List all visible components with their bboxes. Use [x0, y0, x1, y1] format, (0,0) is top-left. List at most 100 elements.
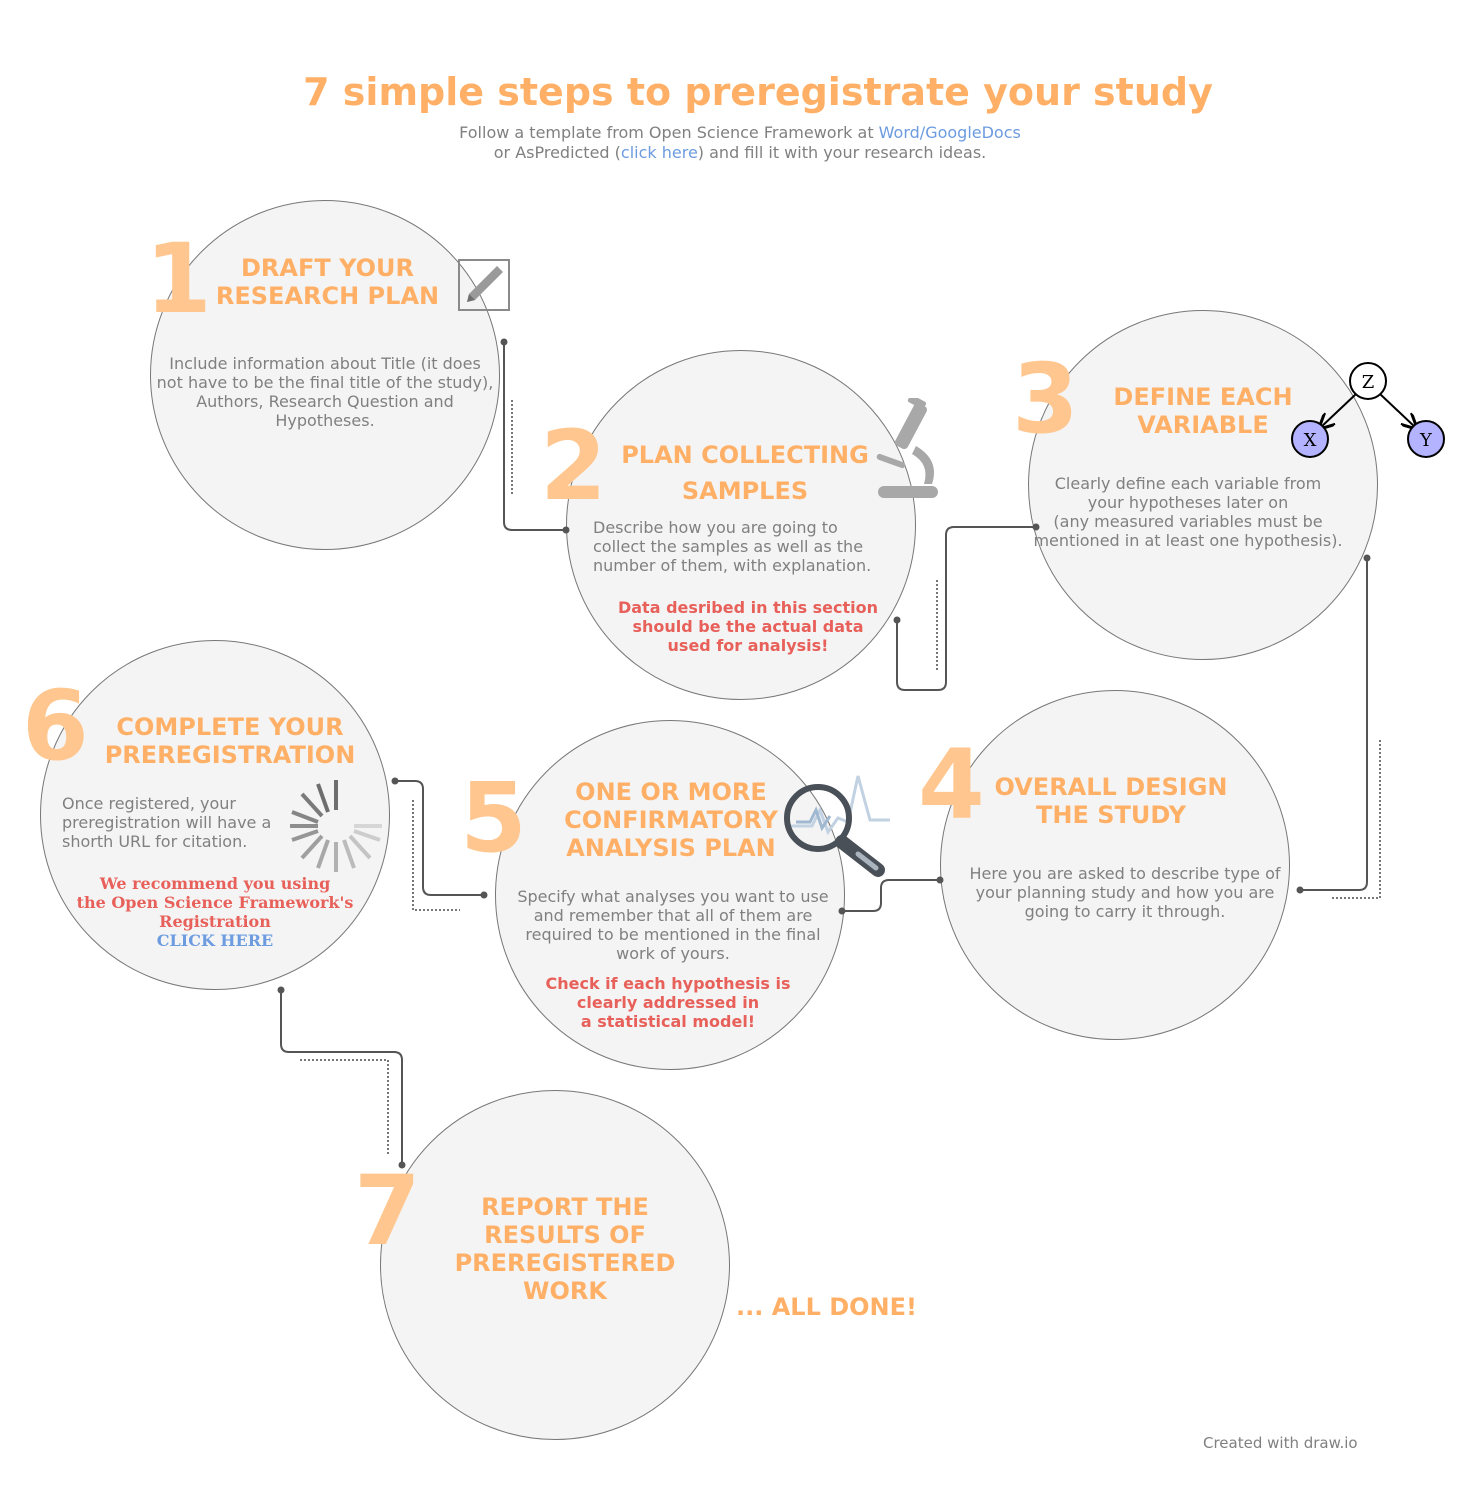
connector-dot: [1363, 554, 1371, 562]
footer-credit: Created with draw.io: [1203, 1434, 1358, 1452]
step-6-number: 6: [22, 670, 89, 782]
step-4-number: 4: [918, 729, 985, 841]
warning-line: We recommend you using: [99, 874, 331, 893]
body-line: and remember that all of them are: [533, 906, 813, 925]
body-line: Include information about Title (it does: [169, 354, 481, 373]
heading-line: PREREGISTRATION: [104, 741, 356, 769]
subtitle: Follow a template from Open Science Fram…: [0, 123, 1462, 163]
dotted-shadow: [1330, 740, 1381, 899]
step-2-heading: PLAN COLLECTING SAMPLES: [612, 437, 878, 509]
step-3-body: Clearly define each variable from your h…: [1030, 474, 1346, 550]
body-line: mentioned in at least one hypothesis).: [1033, 531, 1343, 550]
warning-line: should be the actual data: [632, 617, 864, 636]
step-7-heading: REPORT THE RESULTS OF PREREGISTERED WORK: [430, 1193, 700, 1305]
warning-line: Check if each hypothesis is: [545, 974, 791, 993]
step-1-body: Include information about Title (it does…: [150, 354, 500, 430]
connector-dot: [893, 616, 901, 624]
body-line: Once registered, your: [62, 794, 236, 813]
heading-line: COMPLETE YOUR: [116, 713, 344, 741]
heading-line: ANALYSIS PLAN: [566, 834, 776, 862]
body-line: required to be mentioned in the final: [525, 925, 821, 944]
step-4-body: Here you are asked to describe type of y…: [960, 864, 1290, 921]
step-5-heading: ONE OR MORE CONFIRMATORY ANALYSIS PLAN: [548, 778, 794, 862]
step-5-number: 5: [460, 762, 527, 874]
connector-2-3: [896, 526, 1036, 691]
subtitle-text: or AsPredicted (: [493, 143, 621, 162]
body-line: your planning study and how you are: [975, 883, 1275, 902]
heading-line: PLAN COLLECTING: [621, 441, 869, 469]
step-6-circle: [40, 640, 390, 990]
step-1-circle: [150, 200, 500, 550]
heading-line: CONFIRMATORY: [564, 806, 778, 834]
step-1-number: 1: [145, 223, 212, 335]
connector-4-5: [842, 879, 940, 912]
body-line: Authors, Research Question and: [196, 392, 454, 411]
body-line: Specify what analyses you want to use: [517, 887, 829, 906]
step-3-number: 3: [1012, 343, 1079, 455]
body-line: Hypotheses.: [275, 411, 375, 430]
warning-line: clearly addressed in: [576, 993, 760, 1012]
magnifier-chart-icon: [784, 775, 890, 877]
body-line: preregistration will have a: [62, 813, 272, 832]
step-7-circle: [380, 1090, 730, 1440]
connector-dot: [398, 1161, 406, 1169]
word-googledocs-link[interactable]: Word/GoogleDocs: [878, 123, 1021, 142]
connector-dot: [838, 907, 846, 915]
heading-line: OVERALL DESIGN: [994, 773, 1228, 801]
warning-line: the Open Science Framework's: [76, 893, 354, 912]
step-5-warning: Check if each hypothesis is clearly addr…: [518, 974, 818, 1031]
dotted-shadow: [412, 800, 460, 911]
connector-dot: [1296, 886, 1304, 894]
heading-line: ONE OR MORE: [575, 778, 767, 806]
step-6-body: Once registered, your preregistration wi…: [62, 794, 292, 851]
body-line: not have to be the final title of the st…: [156, 373, 494, 392]
heading-line: THE STUDY: [1036, 801, 1186, 829]
dag-icon: Z X Y: [1291, 362, 1445, 458]
heading-line: SAMPLES: [681, 477, 809, 505]
step-7-number: 7: [354, 1155, 421, 1267]
body-line: shorth URL for citation.: [62, 832, 248, 851]
dag-node-x: X: [1304, 430, 1317, 451]
all-done-label: ... ALL DONE!: [736, 1293, 917, 1321]
subtitle-text: Follow a template from Open Science Fram…: [459, 123, 879, 142]
warning-line: Registration: [159, 912, 271, 931]
body-line: Clearly define each variable from: [1054, 474, 1322, 493]
step-4-heading: OVERALL DESIGN THE STUDY: [990, 773, 1232, 829]
connector-dot: [391, 777, 399, 785]
connector-5-6: [395, 780, 484, 896]
osf-registration-link[interactable]: CLICK HERE: [156, 931, 274, 950]
step-3-circle: [1028, 310, 1378, 660]
warning-line: used for analysis!: [667, 636, 829, 655]
heading-line: REPORT THE: [481, 1193, 649, 1221]
dag-node-y: Y: [1419, 430, 1433, 451]
step-1-heading: DRAFT YOUR RESEARCH PLAN: [205, 254, 450, 310]
body-line: Here you are asked to describe type of: [969, 864, 1281, 883]
connector-3-4: [1300, 558, 1368, 891]
heading-line: DRAFT YOUR: [241, 254, 414, 282]
heading-line: RESULTS OF: [484, 1221, 646, 1249]
aspredicted-link[interactable]: click here: [620, 143, 698, 162]
heading-line: VARIABLE: [1137, 411, 1269, 439]
body-line: collect the samples as well as the: [593, 537, 864, 556]
connector-dot: [562, 526, 570, 534]
body-line: number of them, with explanation.: [593, 556, 872, 575]
loading-spinner-icon: [290, 780, 382, 872]
heading-line: PREREGISTERED: [454, 1249, 676, 1277]
microscope-icon: [876, 398, 938, 498]
dag-node-z: Z: [1362, 372, 1375, 393]
connector-1-2: [503, 342, 566, 531]
heading-line: WORK: [523, 1277, 607, 1305]
body-line: going to carry it through.: [1024, 902, 1226, 921]
body-line: Describe how you are going to: [593, 518, 838, 537]
step-3-heading: DEFINE EACH VARIABLE: [1090, 383, 1316, 439]
step-6-warning: We recommend you using the Open Science …: [60, 874, 370, 950]
step-2-circle: [566, 350, 916, 700]
step-2-number: 2: [540, 410, 607, 522]
step-5-circle: [495, 720, 845, 1070]
step-2-warning: Data desribed in this section should be …: [598, 598, 898, 655]
connector-dot: [277, 986, 285, 994]
connector-6-7: [280, 990, 403, 1165]
connector-dot: [480, 891, 488, 899]
step-4-circle: [940, 690, 1290, 1040]
